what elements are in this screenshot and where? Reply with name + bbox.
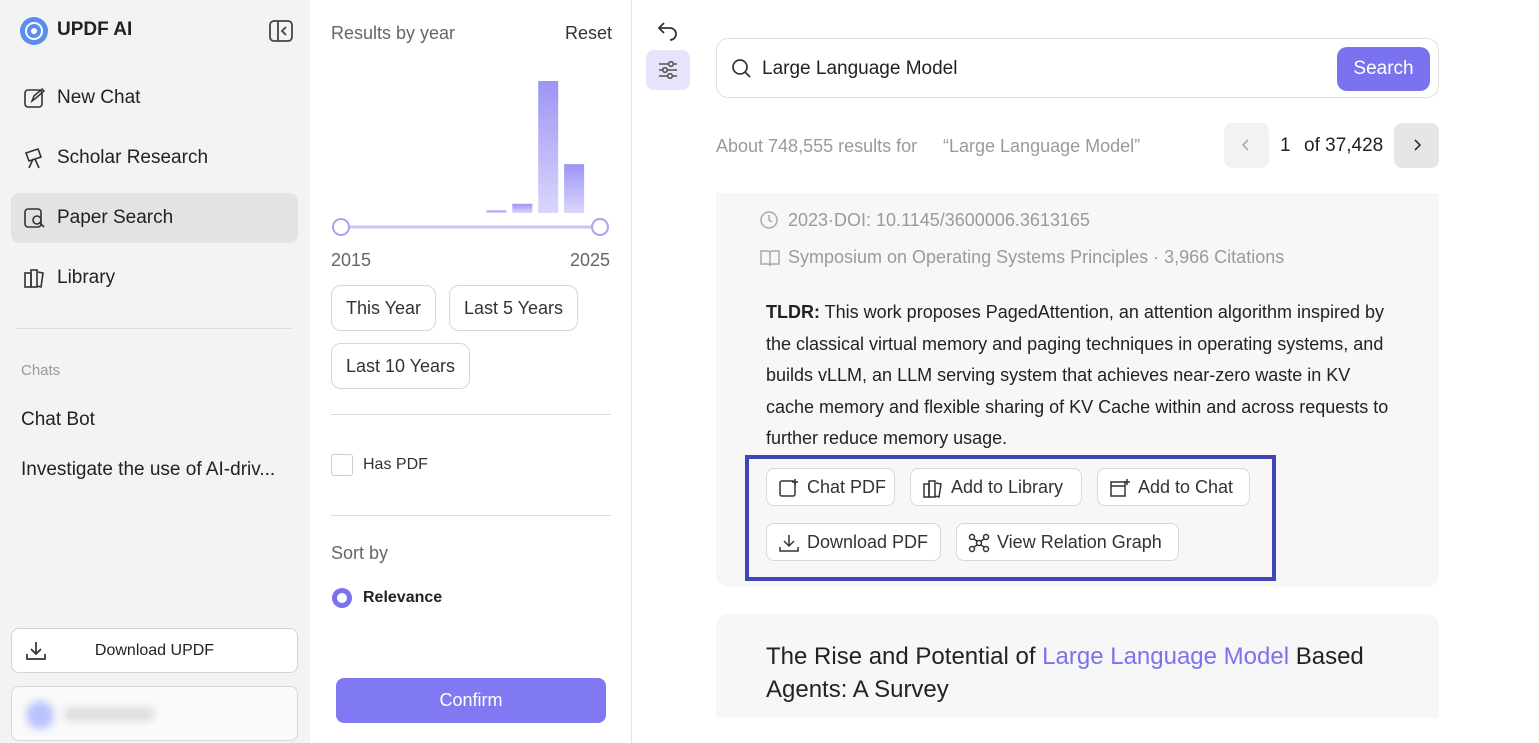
nav-item-active[interactable]: Paper Search xyxy=(11,193,298,243)
highlight-box xyxy=(745,455,1276,581)
chat-item[interactable]: Chat Bot xyxy=(21,409,95,430)
slider-handle[interactable] xyxy=(332,218,350,236)
has-pdf-checkbox[interactable] xyxy=(331,454,353,476)
tldr-label: TLDR: xyxy=(766,302,820,322)
back-button[interactable] xyxy=(656,18,680,42)
page-number: 1 xyxy=(1280,135,1291,156)
chats-heading: Chats xyxy=(21,362,61,379)
preset-button[interactable]: Last 5 Years xyxy=(449,285,578,331)
account-name-blurred xyxy=(64,707,154,721)
slider-handle[interactable] xyxy=(591,218,609,236)
nav-label: Library xyxy=(57,267,116,288)
histogram-bar xyxy=(512,203,533,213)
download-button[interactable]: Download UPDF xyxy=(11,628,298,673)
reset-button[interactable]: Reset xyxy=(565,23,613,43)
filter-title: Results by year xyxy=(331,23,456,43)
chat-item[interactable]: Investigate the use of AI-driv... xyxy=(21,459,276,480)
nav-item[interactable]: Library xyxy=(11,253,298,303)
action-label: View Relation Graph xyxy=(997,531,1162,552)
page-total: of 37,428 xyxy=(1304,135,1384,156)
title-part: Based Agents: A Survey xyxy=(766,643,1364,703)
confirm-button[interactable]: Confirm xyxy=(336,678,606,723)
nav-item[interactable]: New Chat xyxy=(11,73,298,123)
histogram-bar xyxy=(564,164,585,213)
nav-label: Scholar Research xyxy=(57,147,209,168)
prev-page[interactable] xyxy=(1224,123,1269,168)
title-part: The Rise and Potential of xyxy=(766,643,1043,670)
search-box[interactable]: Large Language Model Search xyxy=(716,38,1439,98)
range-start: 2015 xyxy=(331,250,372,270)
preset-button[interactable]: Last 10 Years xyxy=(331,343,470,389)
main-area: Large Language Model Search About 748,55… xyxy=(632,0,1539,743)
result-title[interactable]: The Rise and Potential of Large Language… xyxy=(766,640,1406,706)
divider xyxy=(16,328,292,329)
sidebar: UPDF AI New Chat Scholar Research Paper … xyxy=(0,0,310,743)
filter-panel: Results by year Reset 2015 2025 This Yea… xyxy=(310,0,632,743)
action-label: Chat PDF xyxy=(807,476,887,497)
brand: UPDF AI xyxy=(57,19,133,40)
result-card: 2023·DOI: 10.1145/3600006.3613165 Sympos… xyxy=(716,193,1439,587)
action-label: Add to Library xyxy=(951,476,1064,497)
histogram-bar xyxy=(486,210,507,213)
collapse-button[interactable] xyxy=(269,20,293,42)
relation-graph-button[interactable]: View Relation Graph xyxy=(956,523,1179,561)
tldr-text: This work proposes PagedAttention, an at… xyxy=(766,302,1389,448)
filter-toggle[interactable] xyxy=(646,50,690,90)
logo xyxy=(20,17,48,45)
chat-pdf-button[interactable]: Chat PDF xyxy=(766,468,895,506)
download-label: Download UPDF xyxy=(94,641,215,659)
next-page[interactable] xyxy=(1394,123,1439,168)
sort-heading: Sort by xyxy=(331,543,389,563)
result-date-doi: 2023·DOI: 10.1145/3600006.3613165 xyxy=(788,210,1090,230)
title-highlight: Large Language Model xyxy=(1042,643,1290,670)
add-to-library-button[interactable]: Add to Library xyxy=(910,468,1082,506)
range-end: 2025 xyxy=(570,250,611,270)
result-card: The Rise and Potential of Large Language… xyxy=(716,614,1439,718)
has-pdf-label: Has PDF xyxy=(363,456,428,473)
action-label: Add to Chat xyxy=(1138,476,1234,497)
result-venue: Symposium on Operating Systems Principle… xyxy=(788,247,1285,267)
add-to-chat-button[interactable]: Add to Chat xyxy=(1097,468,1250,506)
divider xyxy=(331,515,611,516)
nav-label: New Chat xyxy=(57,87,141,108)
search-button[interactable]: Search xyxy=(1337,47,1430,91)
result-tldr: TLDR: This work proposes PagedAttention,… xyxy=(766,297,1396,455)
avatar xyxy=(26,701,54,729)
download-pdf-button[interactable]: Download PDF xyxy=(766,523,941,561)
year-histogram xyxy=(332,81,609,236)
divider xyxy=(331,414,611,415)
histogram-bar xyxy=(538,81,559,213)
sort-radio[interactable] xyxy=(331,586,355,610)
results-query: “Large Language Model” xyxy=(943,136,1141,156)
search-query: Large Language Model xyxy=(762,58,958,79)
nav-label: Paper Search xyxy=(57,207,174,228)
sort-option: Relevance xyxy=(363,589,443,606)
account[interactable] xyxy=(11,686,298,741)
action-label: Download PDF xyxy=(807,531,929,552)
results-count: About 748,555 results for xyxy=(716,136,918,156)
nav-item[interactable]: Scholar Research xyxy=(11,133,298,183)
preset-button[interactable]: This Year xyxy=(331,285,436,331)
